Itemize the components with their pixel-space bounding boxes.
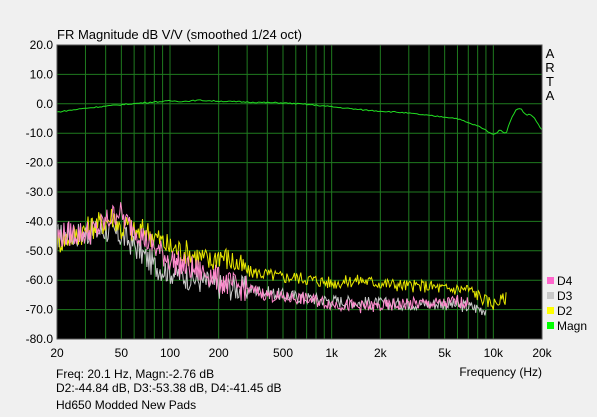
- y-tick-label: -40.0: [26, 214, 54, 228]
- x-tick-label: 20: [50, 346, 64, 360]
- logo-letter: A: [546, 46, 555, 61]
- x-tick-label: 100: [160, 346, 180, 360]
- legend-swatch: [547, 292, 554, 299]
- series-line-d2: [56, 208, 507, 311]
- x-tick-label: 500: [273, 346, 293, 360]
- measurement-caption: Hd650 Modded New Pads: [56, 398, 197, 412]
- x-tick-label: 10k: [484, 346, 504, 360]
- readout-frequency-magnitude: Freq: 20.1 Hz, Magn:-2.76 dB: [56, 367, 215, 381]
- x-tick-label: 5k: [438, 346, 452, 360]
- y-tick-label: -30.0: [26, 185, 54, 199]
- logo-letter: T: [546, 74, 554, 89]
- y-tick-label: 0.0: [36, 97, 53, 111]
- x-tick-label: 2k: [374, 346, 388, 360]
- readout-distortion: D2:-44.84 dB, D3:-53.38 dB, D4:-41.45 dB: [56, 381, 282, 395]
- legend-label: D3: [557, 289, 573, 303]
- y-tick-label: -80.0: [26, 332, 54, 346]
- legend-swatch: [547, 277, 554, 284]
- x-axis-label: Frequency (Hz): [459, 365, 542, 379]
- x-tick-label: 200: [209, 346, 229, 360]
- plot-frame: [56, 44, 543, 340]
- x-tick-label: 50: [115, 346, 129, 360]
- legend-label: D4: [557, 274, 573, 288]
- legend-swatch: [547, 307, 554, 314]
- logo-letter: R: [545, 60, 554, 75]
- legend-swatch: [547, 322, 554, 329]
- x-tick-label: 1k: [325, 346, 339, 360]
- y-tick-label: 10.0: [30, 67, 54, 81]
- y-tick-label: -10.0: [26, 126, 54, 140]
- legend-label: Magn: [557, 319, 587, 333]
- y-tick-label: -20.0: [26, 156, 54, 170]
- y-tick-label: -70.0: [26, 303, 54, 317]
- series-line-magn: [56, 99, 543, 135]
- chart-title: FR Magnitude dB V/V (smoothed 1/24 oct): [57, 27, 302, 42]
- y-tick-label: -50.0: [26, 244, 54, 258]
- legend-label: D2: [557, 304, 573, 318]
- logo-letter: A: [546, 88, 555, 103]
- y-tick-label: 20.0: [30, 38, 54, 52]
- series-line-d4: [56, 202, 469, 314]
- x-tick-label: 20k: [532, 346, 552, 360]
- y-tick-label: -60.0: [26, 273, 54, 287]
